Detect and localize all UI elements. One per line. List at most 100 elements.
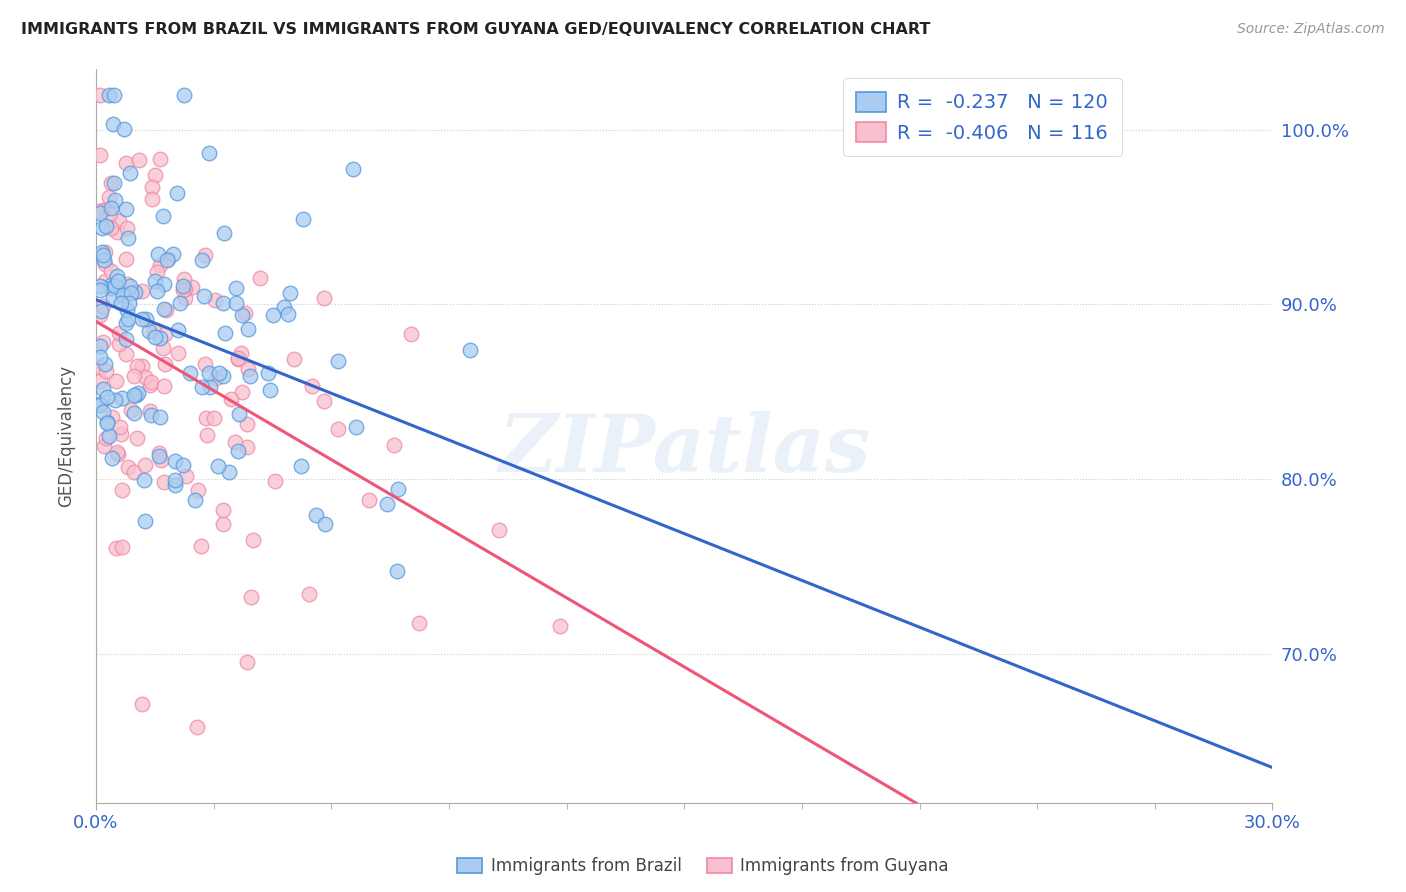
Legend: Immigrants from Brazil, Immigrants from Guyana: Immigrants from Brazil, Immigrants from … [449, 849, 957, 884]
Point [207, 458, 229, 473]
Point [239, 369, 262, 384]
Point [89, 87, 111, 102]
Point [94, 364, 117, 378]
Point [91, 299, 114, 313]
Point [127, 386, 149, 401]
Point [96, 415, 118, 429]
Point [262, 308, 284, 322]
Point [163, 454, 186, 468]
Point [114, 202, 136, 217]
Point [186, 720, 208, 734]
Point [118, 278, 141, 293]
Point [228, 351, 250, 366]
Y-axis label: GED/Equivalency: GED/Equivalency [58, 365, 75, 507]
Point [153, 475, 176, 489]
Point [228, 444, 250, 458]
Point [94, 274, 117, 288]
Point [156, 252, 179, 266]
Point [125, 359, 148, 373]
Point [256, 366, 278, 380]
Point [108, 420, 131, 434]
Point [290, 459, 312, 474]
Point [226, 351, 249, 365]
Point [134, 473, 156, 487]
Point [141, 180, 163, 194]
Point [153, 301, 176, 316]
Point [89, 279, 111, 293]
Point [153, 378, 176, 392]
Point [131, 359, 153, 373]
Point [98, 87, 121, 102]
Point [298, 587, 321, 601]
Point [90, 220, 112, 235]
Point [208, 366, 231, 380]
Point [231, 385, 253, 400]
Point [104, 374, 127, 388]
Point [93, 257, 115, 271]
Legend: R =  -0.237   N = 120, R =  -0.406   N = 116: R = -0.237 N = 120, R = -0.406 N = 116 [842, 78, 1122, 156]
Point [110, 427, 132, 442]
Point [314, 516, 336, 531]
Point [104, 279, 127, 293]
Point [264, 475, 287, 489]
Point [283, 352, 305, 367]
Point [141, 192, 163, 206]
Point [114, 122, 136, 136]
Point [259, 383, 281, 397]
Point [162, 247, 184, 261]
Point [100, 221, 122, 235]
Point [120, 286, 142, 301]
Point [122, 465, 145, 479]
Point [120, 403, 142, 417]
Point [190, 540, 212, 554]
Point [273, 300, 295, 314]
Point [194, 411, 217, 425]
Point [134, 369, 156, 384]
Point [458, 343, 481, 357]
Point [111, 483, 134, 498]
Point [301, 379, 323, 393]
Point [91, 382, 114, 396]
Point [89, 397, 111, 411]
Point [89, 308, 111, 322]
Point [228, 407, 250, 421]
Point [387, 564, 409, 578]
Point [89, 339, 111, 353]
Point [98, 190, 121, 204]
Point [114, 316, 136, 330]
Text: ZIPatlas: ZIPatlas [498, 411, 870, 489]
Point [98, 207, 121, 221]
Point [93, 252, 115, 267]
Point [488, 523, 510, 537]
Point [224, 435, 246, 450]
Point [146, 284, 169, 298]
Point [117, 303, 139, 318]
Point [105, 225, 128, 239]
Point [115, 220, 138, 235]
Point [107, 447, 129, 461]
Point [312, 393, 335, 408]
Point [89, 398, 111, 412]
Point [108, 326, 131, 340]
Point [172, 283, 194, 297]
Point [198, 367, 221, 381]
Point [191, 380, 214, 394]
Point [96, 390, 118, 404]
Point [148, 445, 170, 459]
Point [193, 288, 215, 302]
Point [100, 277, 122, 292]
Point [112, 288, 135, 302]
Point [104, 541, 127, 555]
Point [94, 358, 117, 372]
Point [155, 358, 177, 372]
Point [399, 327, 422, 342]
Point [240, 590, 263, 604]
Point [122, 369, 145, 384]
Point [174, 292, 197, 306]
Point [152, 341, 174, 355]
Point [101, 409, 124, 424]
Point [149, 152, 172, 166]
Point [548, 618, 571, 632]
Point [218, 465, 240, 479]
Point [195, 428, 218, 442]
